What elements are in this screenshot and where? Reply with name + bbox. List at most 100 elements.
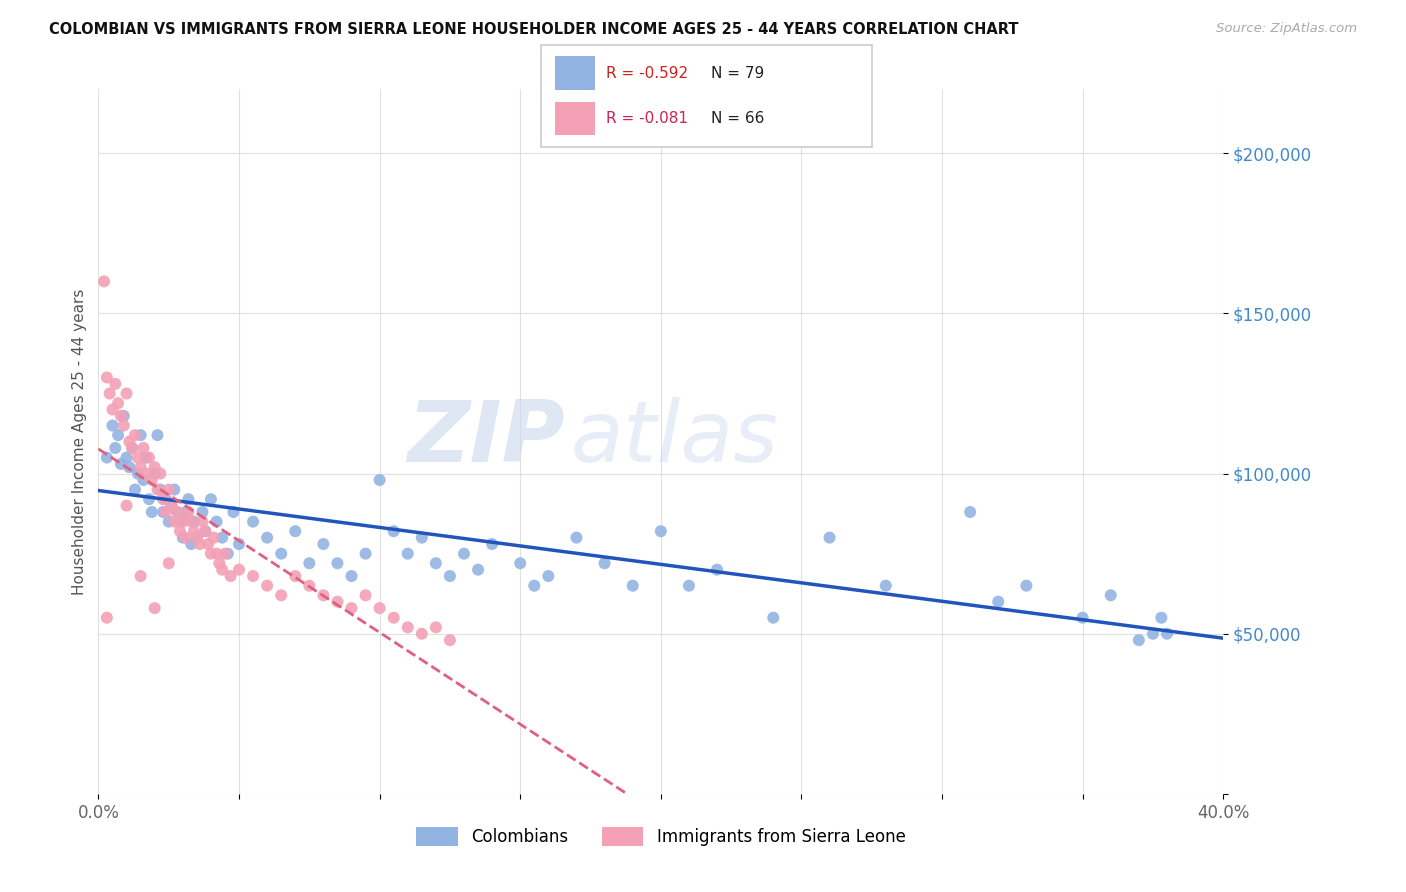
Point — [129, 569, 152, 583]
Point — [242, 569, 264, 583]
Point — [242, 515, 264, 529]
Point — [141, 473, 163, 487]
Point — [270, 547, 292, 561]
Point — [194, 524, 217, 539]
Point — [1015, 579, 1038, 593]
Point — [121, 441, 143, 455]
Point — [112, 409, 135, 423]
Point — [425, 620, 447, 634]
Point — [211, 531, 233, 545]
Point — [180, 537, 202, 551]
Point — [124, 428, 146, 442]
Point — [818, 531, 841, 545]
Point — [959, 505, 981, 519]
Point — [382, 610, 405, 624]
Point — [298, 579, 321, 593]
Point — [157, 483, 180, 497]
Point — [186, 531, 208, 545]
Text: Source: ZipAtlas.com: Source: ZipAtlas.com — [1216, 22, 1357, 36]
Point — [425, 556, 447, 570]
Point — [354, 588, 377, 602]
Point — [621, 579, 644, 593]
Point — [208, 556, 231, 570]
Point — [166, 505, 188, 519]
Point — [256, 531, 278, 545]
Point — [172, 531, 194, 545]
Point — [163, 483, 186, 497]
Point — [96, 450, 118, 465]
Point — [1150, 610, 1173, 624]
Point — [453, 547, 475, 561]
Point — [228, 563, 250, 577]
Point — [118, 460, 141, 475]
Point — [1142, 626, 1164, 640]
Point — [146, 483, 169, 497]
Legend: Colombians, Immigrants from Sierra Leone: Colombians, Immigrants from Sierra Leone — [409, 820, 912, 853]
Point — [194, 524, 217, 539]
Point — [104, 376, 127, 391]
Point — [298, 556, 321, 570]
Point — [481, 537, 503, 551]
Point — [101, 418, 124, 433]
Point — [762, 610, 785, 624]
Point — [284, 524, 307, 539]
Point — [135, 450, 157, 465]
Point — [439, 569, 461, 583]
Point — [214, 547, 236, 561]
Point — [200, 492, 222, 507]
Point — [650, 524, 672, 539]
Point — [411, 626, 433, 640]
Point — [191, 515, 214, 529]
Text: COLOMBIAN VS IMMIGRANTS FROM SIERRA LEONE HOUSEHOLDER INCOME AGES 25 - 44 YEARS : COLOMBIAN VS IMMIGRANTS FROM SIERRA LEON… — [49, 22, 1019, 37]
Point — [101, 402, 124, 417]
Point — [987, 595, 1010, 609]
Point — [169, 515, 191, 529]
Y-axis label: Householder Income Ages 25 - 44 years: Householder Income Ages 25 - 44 years — [72, 288, 87, 595]
Point — [368, 473, 391, 487]
Point — [1099, 588, 1122, 602]
Point — [1071, 610, 1094, 624]
Point — [112, 418, 135, 433]
Point — [523, 579, 546, 593]
Point — [593, 556, 616, 570]
Point — [354, 547, 377, 561]
Point — [200, 547, 222, 561]
Point — [169, 524, 191, 539]
Point — [256, 579, 278, 593]
Point — [143, 467, 166, 481]
Point — [138, 492, 160, 507]
Point — [188, 537, 211, 551]
Point — [115, 450, 138, 465]
Point — [166, 505, 188, 519]
Point — [157, 556, 180, 570]
Point — [312, 537, 335, 551]
Point — [678, 579, 700, 593]
Point — [160, 499, 183, 513]
Point — [157, 515, 180, 529]
Point — [124, 483, 146, 497]
Point — [191, 505, 214, 519]
Point — [467, 563, 489, 577]
Point — [205, 515, 228, 529]
Point — [143, 460, 166, 475]
Point — [149, 483, 172, 497]
Point — [155, 505, 177, 519]
Point — [396, 620, 419, 634]
Point — [115, 386, 138, 401]
Point — [219, 569, 242, 583]
Point — [177, 492, 200, 507]
Point — [186, 531, 208, 545]
Point — [396, 547, 419, 561]
Point — [270, 588, 292, 602]
Point — [284, 569, 307, 583]
Point — [509, 556, 531, 570]
Point — [163, 515, 186, 529]
Point — [222, 505, 245, 519]
Point — [96, 610, 118, 624]
Text: N = 79: N = 79 — [711, 66, 765, 81]
Point — [1156, 626, 1178, 640]
Point — [174, 505, 197, 519]
Text: R = -0.081: R = -0.081 — [606, 111, 688, 126]
Point — [160, 499, 183, 513]
Point — [228, 537, 250, 551]
